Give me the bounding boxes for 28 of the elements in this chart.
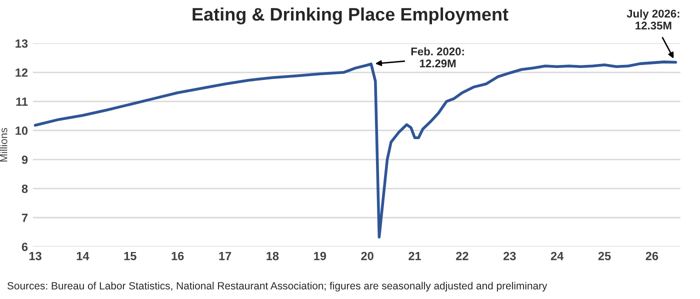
x-tick-label: 19 (314, 252, 326, 260)
y-tick-label: 7 (22, 214, 28, 222)
annotation: Feb. 2020: 12.29M (411, 47, 464, 68)
line-series (34, 60, 678, 238)
y-axis-title: Millions (0, 128, 8, 162)
x-tick-label: 17 (219, 252, 232, 260)
y-tick-label: 10 (16, 126, 28, 135)
x-tick-label: 13 (29, 252, 42, 260)
y-tick-label: 12 (16, 68, 28, 77)
x-tick-label: 24 (550, 252, 564, 260)
source-note: Sources: Bureau of Labor Statistics, National Restaurant Association; figures are seasonally adjusted and preliminary (7, 282, 548, 292)
annotation: July 2026: 12.35M (626, 9, 680, 30)
chart-title: Eating & Drinking Place Employment (192, 7, 508, 24)
y-tick-label: 8 (22, 184, 28, 193)
x-tick-label: 20 (361, 252, 374, 260)
x-tick-label: 26 (646, 252, 658, 260)
x-tick-label: 18 (266, 252, 279, 260)
y-tick-label: 6 (22, 242, 28, 252)
x-tick-label: 23 (503, 252, 516, 260)
x-tick-label: 22 (456, 252, 468, 260)
x-tick-label: 25 (598, 252, 611, 260)
x-tick-label: 16 (172, 252, 184, 260)
x-tick-label: 21 (408, 252, 421, 260)
y-tick-label: 11 (16, 98, 28, 106)
y-tick-label: 13 (16, 39, 28, 48)
x-tick-label: 14 (76, 252, 90, 260)
y-tick-label: 9 (22, 156, 28, 164)
x-tick-label: 15 (124, 252, 136, 260)
